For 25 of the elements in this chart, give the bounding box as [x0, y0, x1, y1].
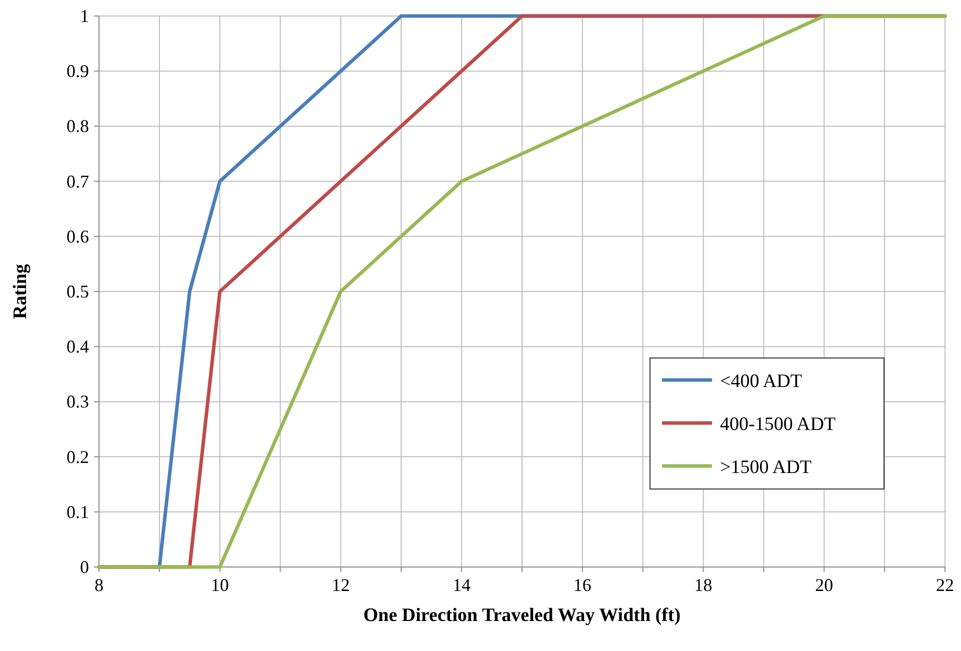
y-tick-label: 0.6 [66, 226, 89, 246]
x-tick-label: 12 [332, 575, 350, 595]
legend-label: 400-1500 ADT [720, 414, 836, 435]
legend-label: >1500 ADT [720, 457, 812, 478]
y-tick-label: 0.9 [66, 61, 89, 82]
y-tick-label: 0.4 [66, 336, 89, 357]
line-series [97, 14, 947, 569]
x-tick-label: 8 [94, 575, 104, 595]
x-tick-label: 22 [936, 575, 954, 595]
x-tick-label: 10 [210, 575, 229, 595]
y-tick-label: 0.8 [66, 116, 89, 136]
y-axis-title: Rating [10, 264, 31, 319]
x-tick-label: 16 [573, 575, 592, 595]
x-tick-label: 20 [815, 575, 834, 595]
x-axis-title: One Direction Traveled Way Width (ft) [363, 605, 681, 626]
y-tick-label: 0.5 [66, 282, 89, 302]
y-tick-label: 0.1 [66, 502, 89, 522]
y-tick-label: 0.2 [66, 446, 89, 467]
y-tick-label: 0 [80, 557, 89, 577]
x-tick-label: 14 [452, 575, 471, 595]
x-tick-label: 18 [694, 575, 712, 595]
y-tick-label: 0.3 [66, 392, 89, 412]
y-tick-label: 1 [80, 6, 89, 26]
y-tick-label: 0.7 [66, 171, 89, 192]
legend-label: <400 ADT [720, 371, 802, 392]
